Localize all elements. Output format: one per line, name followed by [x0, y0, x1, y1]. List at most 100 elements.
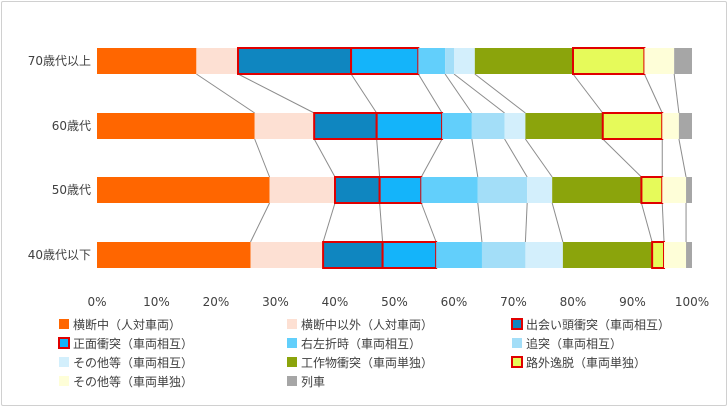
- legend-swatch: [59, 319, 69, 329]
- x-tick-label: 30%: [262, 295, 289, 309]
- bar-segment: [471, 113, 505, 139]
- connector-line: [376, 138, 381, 178]
- bar-segment: [525, 242, 563, 268]
- connector-line: [250, 202, 270, 243]
- bar-segment: [562, 242, 653, 268]
- connector-line: [379, 202, 384, 243]
- legend-swatch: [511, 356, 523, 368]
- legend-swatch: [287, 319, 297, 329]
- bar-segment: [664, 242, 687, 268]
- bar-segment: [378, 176, 423, 204]
- bar-segment: [418, 48, 446, 74]
- bar-segment: [381, 241, 438, 269]
- connector-line: [196, 73, 255, 114]
- connector-line: [572, 73, 604, 114]
- x-tick-label: 90%: [619, 295, 646, 309]
- bar-segment: [662, 177, 687, 203]
- bar-segment: [313, 112, 378, 140]
- x-tick-label: 40%: [322, 295, 349, 309]
- connector-line: [417, 73, 443, 114]
- bar-segment: [527, 177, 553, 203]
- bar-segment: [97, 48, 197, 74]
- bar-segment: [686, 177, 692, 203]
- x-axis: 0% 10% 20% 30% 40% 50% 60% 70% 80% 90% 100%: [87, 295, 709, 309]
- connector-line: [661, 202, 665, 243]
- legend-label: 出会い頭衝突（車両相互）: [526, 317, 670, 332]
- category-label: 50歳代: [52, 183, 91, 197]
- connector-line: [477, 202, 483, 243]
- bar-segment: [445, 48, 454, 74]
- bar-segment: [572, 47, 646, 75]
- bar-segment: [442, 113, 472, 139]
- legend-label: その他等（車両相互）: [73, 356, 193, 370]
- connector-line: [504, 138, 528, 178]
- connector-line: [640, 202, 653, 243]
- connector-line: [673, 73, 680, 114]
- bar-segment: [375, 112, 444, 140]
- connector-line: [602, 138, 642, 178]
- x-tick-label: 60%: [441, 295, 468, 309]
- x-tick-label: 70%: [500, 295, 527, 309]
- connector-line: [524, 202, 528, 243]
- legend-label: 列車: [301, 375, 325, 389]
- legend-swatch: [287, 357, 297, 367]
- connector-line: [420, 202, 437, 243]
- connector-line: [471, 138, 479, 178]
- legend-label: 工作物衝突（車両単独）: [301, 355, 433, 370]
- bar-segment: [662, 113, 679, 139]
- bar-segment: [477, 177, 528, 203]
- legend: 横断中（人対車両） 横断中以外（人対車両） 出会い頭衝突（車両相互） 正面衝突（車両相…: [58, 317, 670, 389]
- bar-segment: [97, 242, 251, 268]
- bar-segment: [552, 177, 642, 203]
- bar-segment: [421, 177, 478, 203]
- category-label: 70歳代以上: [28, 54, 91, 68]
- legend-swatch: [511, 318, 523, 330]
- x-tick-label: 50%: [381, 295, 408, 309]
- connector-line: [313, 138, 336, 178]
- legend-label: 追突（車両相互）: [526, 336, 622, 351]
- legend-swatch: [58, 337, 70, 349]
- x-tick-label: 10%: [143, 295, 170, 309]
- bar-segment: [644, 48, 675, 74]
- bar-segment: [474, 48, 573, 74]
- connector-line: [322, 202, 336, 243]
- legend-label: 正面衝突（車両相互）: [73, 336, 193, 351]
- legend-label: 横断中（人対車両）: [73, 317, 181, 332]
- bar-segment: [97, 113, 255, 139]
- legend-label: 右左折時（車両相互）: [301, 336, 421, 351]
- category-label: 60歳代: [52, 119, 91, 133]
- connector-line: [524, 138, 553, 178]
- bar-segment: [481, 242, 526, 268]
- category-labels: 70歳代以上 60歳代 50歳代 40歳代以下: [28, 54, 91, 262]
- x-tick-label: 80%: [560, 295, 587, 309]
- bar-segment: [678, 113, 692, 139]
- connector-line: [643, 73, 663, 114]
- bar-segment: [436, 242, 482, 268]
- connector-line: [420, 138, 443, 178]
- legend-swatch: [287, 338, 297, 348]
- legend-swatch: [512, 338, 522, 348]
- bar-segment: [651, 241, 666, 269]
- legend-label: 路外逸脱（車両単独）: [526, 355, 646, 370]
- bar-segment: [269, 177, 335, 203]
- connector-lines: [196, 73, 687, 243]
- connector-line: [237, 73, 315, 114]
- bar-segment: [350, 47, 420, 75]
- legend-swatch: [59, 357, 69, 367]
- category-label: 40歳代以下: [28, 248, 91, 262]
- bar-segment: [525, 113, 603, 139]
- bar-segments: [97, 47, 692, 269]
- legend-label: 横断中以外（人対車両）: [301, 317, 433, 332]
- connector-line: [474, 73, 526, 114]
- bar-segment: [686, 242, 692, 268]
- x-tick-label: 20%: [203, 295, 230, 309]
- x-tick-label: 0%: [87, 295, 106, 309]
- legend-label: その他等（車両単独）: [73, 375, 193, 389]
- bar-segment: [334, 176, 381, 204]
- bar-segment: [237, 47, 353, 75]
- connector-line: [551, 202, 564, 243]
- bar-segment: [504, 113, 526, 139]
- legend-swatch: [59, 376, 69, 386]
